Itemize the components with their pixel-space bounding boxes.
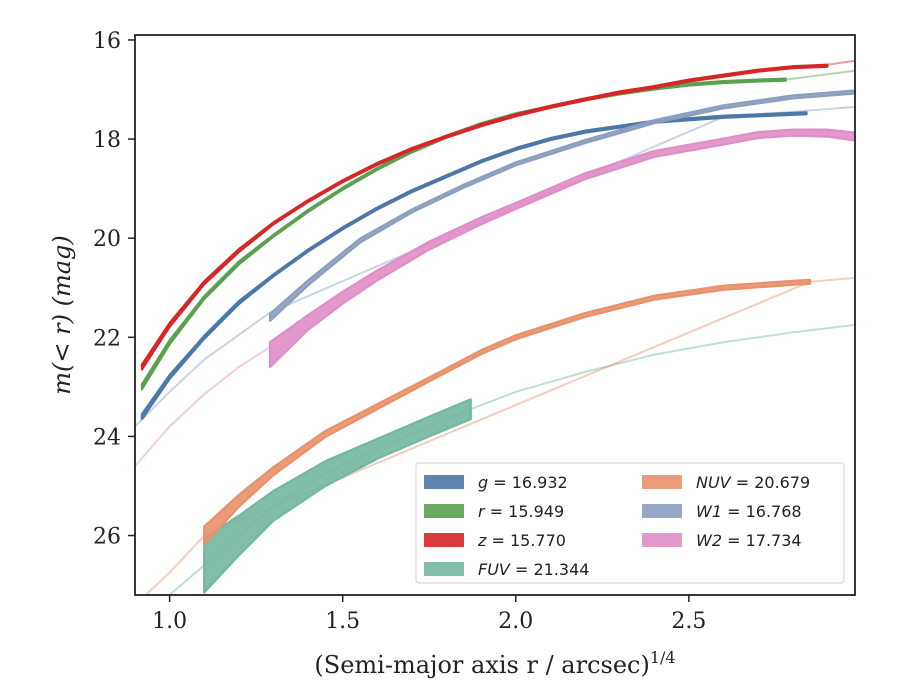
legend-label-g: g = 16.932 [478,473,568,492]
y-tick-label: 26 [93,525,121,550]
series-band-r [140,77,787,391]
legend-swatch-r [424,504,464,518]
ticks-layer: 1.0 1.5 2.0 2.5 16 18 20 22 24 26 [93,29,706,634]
series-band-g [140,111,808,421]
x-axis-label-exponent: 1/4 [650,648,676,667]
x-tick-label: 2.0 [498,609,533,634]
y-tick-label: 16 [93,29,121,54]
x-tick-label: 1.0 [152,609,187,634]
series-model-r [785,69,855,81]
x-tick-label: 1.5 [325,609,360,634]
y-tick-label: 18 [93,128,121,153]
legend-label-w2: W2 = 17.734 [696,531,802,550]
y-tick-label: 24 [93,425,121,450]
legend-label-w1: W1 = 16.768 [696,502,802,521]
x-tick-label: 2.5 [671,609,706,634]
plot-frame [134,34,856,596]
y-axis-label: m(< r) (mag) [48,235,76,394]
legend: g = 16.932 r = 15.949 z = 15.770 FUV = 21.3… [415,462,845,584]
legend-label-r: r = 15.949 [478,502,564,521]
series-band-z [140,63,829,371]
legend-swatch-w1 [642,504,682,518]
y-tick-label: 22 [93,326,121,351]
legend-swatch-fuv [424,562,464,576]
series-model-z [827,59,855,66]
legend-box [415,462,845,584]
legend-swatch-nuv [642,475,682,489]
x-axis-label: (Semi-major axis r / arcsec)1/4 [314,648,675,679]
legend-label-fuv: FUV = 21.344 [478,560,589,579]
legend-label-nuv: NUV = 20.679 [696,473,810,492]
y-tick-label: 20 [93,227,121,252]
series-band-fuv [203,398,472,594]
legend-swatch-z [424,533,464,547]
legend-swatch-g [424,475,464,489]
series-band-w1 [268,89,855,323]
series-band-nuv [203,278,812,546]
legend-swatch-w2 [642,533,682,547]
x-axis-label-text: (Semi-major axis r / arcsec) [314,651,649,679]
series-band-w2 [268,128,855,369]
legend-label-z: z = 15.770 [477,531,566,550]
series-model-w2 [135,346,271,467]
series-layer [135,59,855,595]
